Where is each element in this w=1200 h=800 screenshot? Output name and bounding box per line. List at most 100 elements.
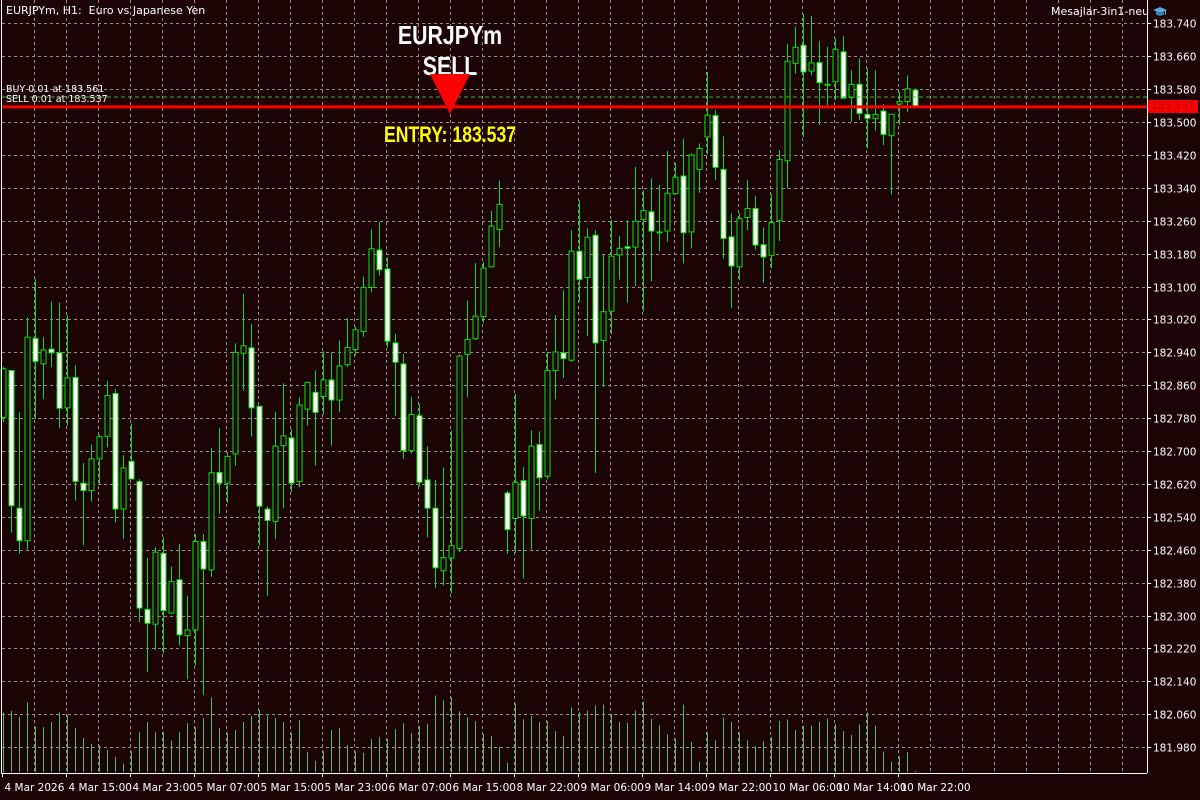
y-tick-label: 182.620 [1153, 480, 1196, 492]
candle-body [664, 192, 671, 232]
candle-bullish [480, 261, 487, 323]
candle-bullish [472, 263, 479, 341]
x-tick-label: 10 Mar 06:00 [773, 782, 843, 794]
x-tick-label: 5 Mar 07:00 [197, 782, 260, 794]
candle-body [360, 286, 367, 332]
candle-bearish [392, 333, 399, 416]
candle-bearish [520, 467, 527, 579]
candle-body [136, 480, 143, 609]
candle-bearish [856, 58, 863, 121]
candle-bullish [152, 547, 159, 651]
candle-bullish [40, 337, 47, 399]
candle-bullish [512, 393, 519, 554]
y-tick-label: 183.580 [1153, 85, 1196, 97]
candle-bullish [600, 254, 607, 387]
candle-bullish [224, 452, 231, 503]
candle-bearish [752, 196, 759, 250]
candle-body [40, 349, 47, 365]
candle-bearish [136, 479, 143, 623]
candle-bearish [800, 13, 807, 137]
candle-bearish [16, 412, 23, 554]
signal-title: EURJPYm SELL [397, 20, 503, 81]
candle-body [768, 221, 775, 256]
x-tick-label: 10 Mar 22:00 [901, 782, 971, 794]
candle-body [208, 472, 215, 571]
sell-order-label[interactable]: SELL 0.01 at 183.537 [6, 94, 108, 105]
candle-bearish [840, 36, 847, 99]
x-tick-label: 10 Mar 14:00 [837, 782, 907, 794]
buy-order-label[interactable]: BUY 0.01 at 183.561 [6, 84, 105, 95]
candle-body [712, 115, 719, 168]
candle-bullish [240, 293, 247, 391]
y-tick-label: 183.740 [1153, 19, 1196, 31]
y-tick-label: 182.780 [1153, 414, 1196, 426]
candle-bearish [648, 178, 655, 282]
candle-body [848, 83, 855, 98]
candle-body [568, 250, 575, 361]
candle-bullish [744, 180, 751, 231]
candle-body [24, 336, 31, 542]
candle-body [272, 445, 279, 522]
candle-body [616, 247, 623, 256]
candle-body [312, 391, 319, 413]
candle-bullish [96, 434, 103, 484]
candle-bearish [264, 506, 271, 596]
candle-bullish [704, 71, 711, 155]
x-tick-label: 4 Mar 23:00 [133, 782, 196, 794]
candle-bearish [712, 110, 719, 181]
candle-body [696, 147, 703, 170]
candle-body [200, 541, 207, 570]
current-price-tag: 183.537 [1148, 99, 1198, 113]
candle-body [776, 159, 783, 222]
candle-bullish [688, 153, 695, 249]
candle-bullish [320, 351, 327, 415]
candle-bullish [584, 228, 591, 336]
candle-bullish [664, 150, 671, 242]
graduation-cap-icon [1153, 6, 1168, 18]
candle-bearish [176, 543, 183, 646]
candle-bullish [120, 455, 127, 540]
candle-body [232, 351, 239, 455]
candle-body [128, 460, 135, 480]
candle-body [296, 404, 303, 482]
candle-body [400, 363, 407, 452]
candle-bearish [328, 352, 335, 446]
candle-bearish [504, 490, 511, 554]
expert-advisor-label[interactable]: Mesajlar-3in1-neu [1051, 5, 1168, 18]
candle-bullish [640, 190, 647, 312]
candle-body [520, 480, 527, 517]
candle-bullish [616, 236, 623, 280]
x-tick-label: 9 Mar 14:00 [645, 782, 708, 794]
candle-bullish [784, 43, 791, 189]
candle-bearish [720, 136, 727, 259]
candle-body [280, 435, 287, 447]
candle-body [792, 46, 799, 64]
candle-bullish [696, 143, 703, 193]
candle-bullish [808, 16, 815, 76]
order-lines [2, 96, 1147, 109]
candle-body [56, 352, 63, 409]
candle-bearish [400, 354, 407, 459]
candle-body [624, 246, 631, 249]
candle-bearish [416, 403, 423, 487]
candle-body [472, 315, 479, 340]
y-tick-label: 182.860 [1153, 381, 1196, 393]
entry-label: ENTRY: 183.537 [383, 122, 517, 147]
x-tick-label: 5 Mar 23:00 [325, 782, 388, 794]
candle-body [368, 248, 375, 288]
x-tick-label: 5 Mar 15:00 [261, 782, 324, 794]
candle-body [648, 211, 655, 232]
candle-bullish [296, 397, 303, 488]
candle-bearish [256, 405, 263, 546]
candle-body [176, 579, 183, 636]
candle-body [528, 445, 535, 519]
candle-bullish [496, 180, 503, 248]
candle-body [392, 342, 399, 363]
candle-body [224, 455, 231, 484]
candle-body [8, 369, 15, 507]
candle-body [904, 88, 911, 103]
candle-bullish [408, 396, 415, 454]
